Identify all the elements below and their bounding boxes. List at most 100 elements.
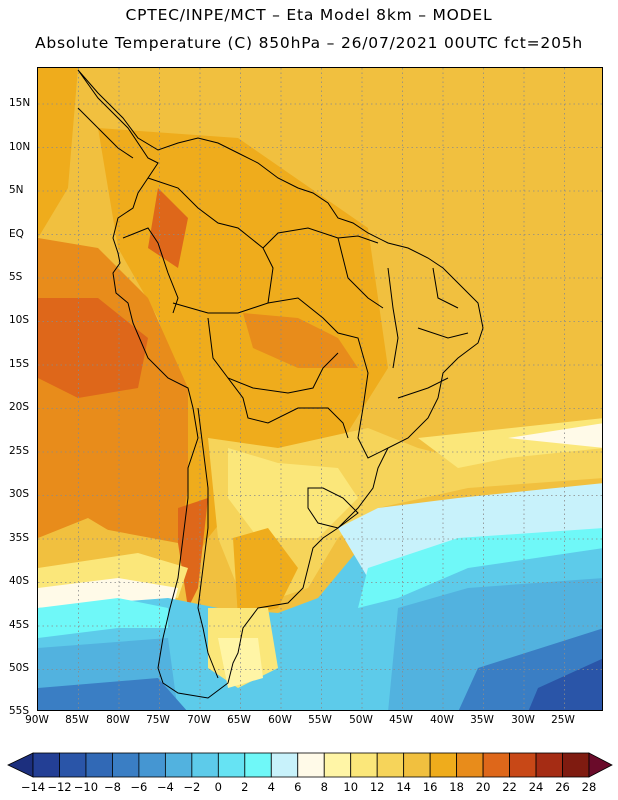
colorbar-cell [244, 752, 272, 778]
border-argentina [227, 377, 349, 439]
colorbar-tick-label: 6 [294, 780, 302, 794]
field-peru-22 [38, 298, 148, 398]
colorbar-tick-label: 14 [396, 780, 411, 794]
lon-label-50w: 50W [349, 714, 373, 726]
colorbar-tick-label: −2 [183, 780, 201, 794]
border-uruguay [307, 487, 359, 529]
field-atlantic-8 [508, 423, 602, 448]
colorbar-tick-label: 22 [502, 780, 517, 794]
lat-label-10s: 10S [9, 314, 30, 326]
lat-label-35s: 35S [9, 532, 30, 544]
colorbar-cell [562, 752, 590, 778]
colorbar-tick-label: −4 [156, 780, 174, 794]
title-line-2: Absolute Temperature (C) 850hPa – 26/07/… [34, 34, 584, 52]
colorbar-cell-above-max [588, 752, 613, 778]
lat-label-10n: 10N [9, 141, 31, 153]
lon-label-70w: 70W [187, 714, 211, 726]
field-amazon-20 [243, 313, 358, 368]
colorbar-cell [270, 752, 299, 778]
colorbar-tick-label: 8 [320, 780, 328, 794]
colorbar-cell [429, 752, 458, 778]
colorbar-tick-label: 24 [528, 780, 544, 794]
lon-label-85w: 85W [65, 714, 89, 726]
colorbar-cell [164, 752, 193, 778]
colorbar-cell-below-min [7, 752, 34, 778]
colorbar-tick-label: −10 [73, 780, 99, 794]
lat-label-eq: EQ [9, 228, 24, 240]
lat-label-55s: 55S [9, 705, 30, 717]
field-atlantic-6 [338, 483, 602, 578]
temperature-field [38, 68, 602, 710]
colorbar-cell [535, 752, 563, 778]
coastline-south-america [77, 69, 484, 699]
lon-label-90w: 90W [25, 714, 49, 726]
lat-label-45s: 45S [9, 619, 30, 631]
colorbar-cell [32, 752, 60, 778]
colorbar-tick-label: 12 [369, 780, 385, 794]
lat-label-50s: 50S [9, 662, 30, 674]
lon-label-25w: 25W [551, 714, 575, 726]
colorbar-cell [138, 752, 166, 778]
temperature-map[interactable] [37, 67, 603, 711]
lat-label-40s: 40S [9, 575, 30, 587]
border-peru-ecuador [122, 227, 179, 314]
colorbar-cell [85, 752, 113, 778]
border-brazil [172, 297, 389, 459]
colorbar-tick-label: 18 [449, 780, 464, 794]
border-colombia-venezuela [147, 177, 264, 249]
colorbar-tick-label: −14 [20, 780, 46, 794]
field-patagonia-north-18 [233, 528, 298, 618]
colorbar-tick-label: 10 [343, 780, 359, 794]
colorbar-tick-label: −12 [47, 780, 72, 794]
lat-label-5s: 5S [9, 271, 23, 283]
colorbar-tick-label: 16 [422, 780, 438, 794]
field-pacific-4 [38, 598, 168, 638]
colorbar-tick-label: −8 [103, 780, 121, 794]
colorbar-cell [297, 752, 325, 778]
colorbar-tick-label: 0 [214, 780, 222, 794]
lat-label-20s: 20S [9, 401, 30, 413]
field-northwest-18 [38, 68, 78, 238]
colorbar-tick-label: 26 [555, 780, 570, 794]
lon-label-65w: 65W [227, 714, 251, 726]
field-pacific-minus8 [38, 678, 187, 710]
colorbar-cell [376, 752, 405, 778]
field-atlantic-minus10 [528, 658, 602, 710]
lon-label-40w: 40W [430, 714, 454, 726]
title-line-1: CPTEC/INPE/MCT – Eta Model 8km – MODEL [125, 6, 493, 24]
lat-label-30s: 30S [9, 488, 30, 500]
colorbar-cell [323, 752, 352, 778]
colorbar-cell [350, 752, 378, 778]
lon-label-30w: 30W [511, 714, 535, 726]
colorbar-cell [403, 752, 431, 778]
border-brazil-north [262, 227, 379, 304]
temperature-colorbar [7, 752, 613, 778]
colorbar-tick-label: 2 [241, 780, 249, 794]
lon-label-60w: 60W [268, 714, 292, 726]
lon-label-55w: 55W [308, 714, 332, 726]
field-pampas-12 [228, 448, 358, 538]
colorbar-tick-label: −6 [130, 780, 148, 794]
border-bolivia [207, 317, 339, 394]
lon-label-75w: 75W [146, 714, 170, 726]
colorbar-cell [191, 752, 219, 778]
lat-label-5n: 5N [9, 184, 24, 196]
lon-label-45w: 45W [389, 714, 413, 726]
colorbar-cell [112, 752, 140, 778]
field-atlantic-4 [358, 528, 602, 608]
border-brazil-states [337, 237, 469, 399]
colorbar-cell [217, 752, 246, 778]
field-andes-north-22 [148, 188, 188, 268]
colorbar-cell [482, 752, 510, 778]
border-central-america [77, 107, 134, 159]
colorbar-cell [456, 752, 484, 778]
lon-label-80w: 80W [106, 714, 130, 726]
border-chile-argentina [197, 407, 219, 679]
country-borders [77, 69, 484, 699]
colorbar-tick-label: 28 [581, 780, 597, 794]
lat-label-25s: 25S [9, 445, 30, 457]
lat-label-15s: 15S [9, 358, 30, 370]
lon-label-35w: 35W [470, 714, 494, 726]
colorbar-tick-label: 4 [267, 780, 275, 794]
colorbar-cell [509, 752, 537, 778]
